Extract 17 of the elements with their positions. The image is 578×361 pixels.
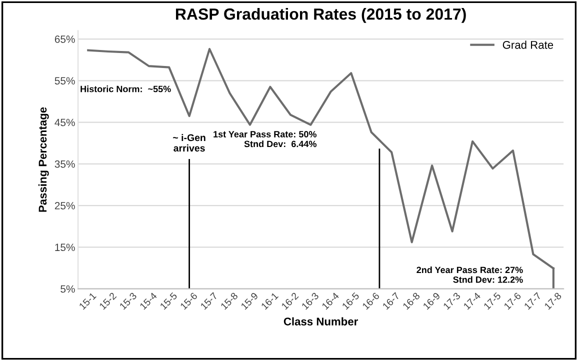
annotation: 1st Year Pass Rate: 50% Stnd Dev: 6.44% [214, 131, 317, 148]
y-tick-label: 45% [54, 118, 75, 126]
y-tick-label: 55% [54, 77, 75, 85]
y-tick-label: 65% [54, 36, 75, 43]
x-axis-title: Class Number [284, 317, 358, 326]
y-tick-label: 25% [54, 202, 75, 210]
x-tick-label: 15-1 [78, 292, 97, 310]
annotation: Historic Norm: ~55% [80, 86, 171, 92]
chart-title: RASP Graduation Rates (2015 to 2017) [176, 8, 466, 23]
x-tick-label: 16-1 [260, 292, 279, 310]
y-tick-label: 35% [54, 160, 75, 168]
y-axis-title: Passing Percentage [38, 107, 49, 212]
annotation: 2nd Year Pass Rate: 27% Stnd Dev: 12.2% [416, 266, 523, 283]
ref-line-label: ~ i-Gen arrives [173, 134, 206, 152]
legend-label: Grad Rate [502, 40, 554, 49]
y-tick-label: 5% [60, 285, 75, 293]
y-tick-label: 15% [55, 244, 75, 252]
